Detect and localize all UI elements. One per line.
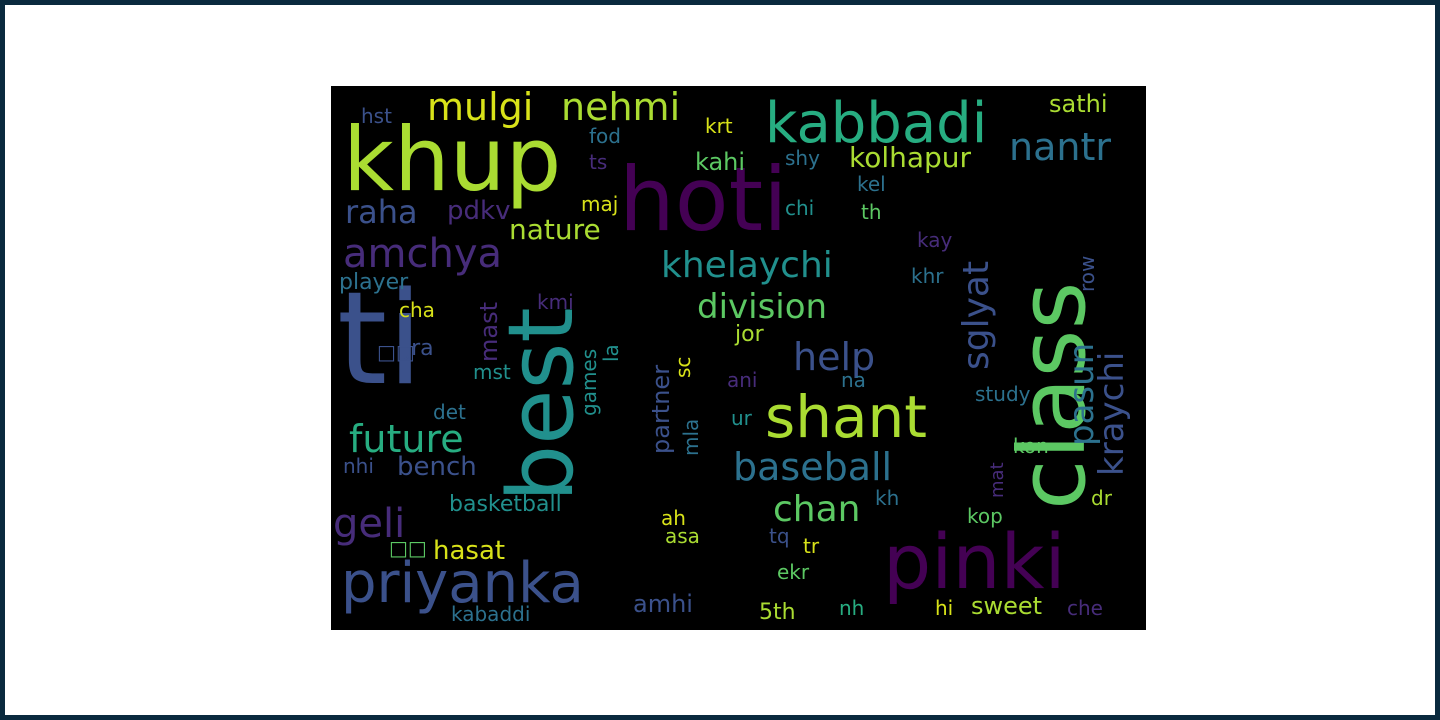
cloud-word: khr — [911, 266, 943, 286]
cloud-word: partner — [649, 365, 673, 454]
cloud-word: krt — [705, 116, 733, 136]
cloud-word: kabaddi — [451, 604, 530, 624]
cloud-word: ur — [731, 408, 752, 428]
cloud-word: best — [497, 307, 587, 502]
cloud-word: chan — [773, 492, 861, 528]
cloud-word: hst — [361, 106, 392, 126]
cloud-word: maj — [581, 194, 618, 214]
cloud-word: kop — [967, 506, 1003, 526]
cloud-word: kmi — [537, 292, 574, 312]
cloud-word: mla — [681, 419, 701, 456]
cloud-word: kay — [917, 230, 952, 250]
cloud-word: 5th — [759, 602, 796, 624]
cloud-word: sweet — [971, 594, 1042, 618]
cloud-word: row — [1077, 256, 1097, 292]
cloud-word: th — [861, 202, 882, 222]
cloud-word: jor — [735, 324, 764, 346]
cloud-word: tr — [803, 536, 819, 556]
cloud-word: hi — [935, 598, 953, 618]
cloud-word: na — [841, 370, 866, 390]
cloud-word: la — [601, 344, 621, 362]
word-cloud: khup hoti ti best class pinki kabbadi pr… — [331, 86, 1146, 630]
cloud-word: hasat — [433, 538, 505, 564]
cloud-word: shant — [765, 388, 927, 446]
cloud-word: asa — [665, 526, 700, 546]
cloud-word: kahi — [695, 150, 745, 174]
cloud-word: fod — [589, 126, 621, 146]
cloud-word: □□ — [377, 342, 415, 362]
cloud-word: kolhapur — [849, 144, 971, 172]
cloud-word: sathi — [1049, 92, 1108, 116]
cloud-word: kel — [857, 174, 886, 194]
cloud-word: kh — [875, 488, 899, 508]
cloud-word: raha — [345, 196, 418, 228]
cloud-word: ani — [727, 370, 758, 390]
cloud-word: basketball — [449, 494, 562, 516]
cloud-word: nehmi — [561, 88, 680, 126]
cloud-word: chi — [785, 198, 814, 218]
cloud-word: nantr — [1009, 128, 1111, 166]
cloud-word: kon — [1013, 436, 1049, 456]
cloud-word: pinki — [883, 524, 1066, 600]
cloud-word: bench — [397, 454, 477, 480]
cloud-word: study — [975, 384, 1030, 404]
cloud-word: □□ — [389, 538, 427, 558]
cloud-word: mst — [473, 362, 511, 382]
cloud-word: amhi — [633, 592, 693, 616]
cloud-word: amchya — [343, 234, 502, 274]
cloud-word: division — [697, 290, 827, 324]
cloud-word: sglyat — [959, 261, 995, 370]
cloud-word: baseball — [733, 448, 892, 486]
cloud-word: kraychi — [1095, 352, 1129, 476]
cloud-word: games — [579, 349, 599, 416]
cloud-word: khelaychi — [661, 248, 833, 284]
cloud-word: cha — [399, 300, 435, 320]
cloud-word: nature — [509, 216, 601, 244]
cloud-word: shy — [785, 148, 820, 168]
cloud-word: mat — [989, 462, 1007, 498]
cloud-word: che — [1067, 598, 1103, 618]
cloud-word: mast — [477, 302, 501, 362]
cloud-word: nh — [839, 598, 864, 618]
cloud-word: ts — [589, 152, 607, 172]
cloud-word: sc — [673, 357, 693, 378]
cloud-word: pdkv — [447, 198, 510, 224]
cloud-word: khup — [343, 116, 561, 204]
cloud-word: dr — [1091, 488, 1112, 508]
cloud-word: tq — [769, 526, 790, 546]
cloud-word: det — [433, 402, 466, 422]
cloud-word: player — [339, 272, 408, 294]
cloud-word: mulgi — [427, 88, 533, 126]
cloud-word: nhi — [343, 456, 374, 476]
cloud-word: ekr — [777, 562, 809, 582]
